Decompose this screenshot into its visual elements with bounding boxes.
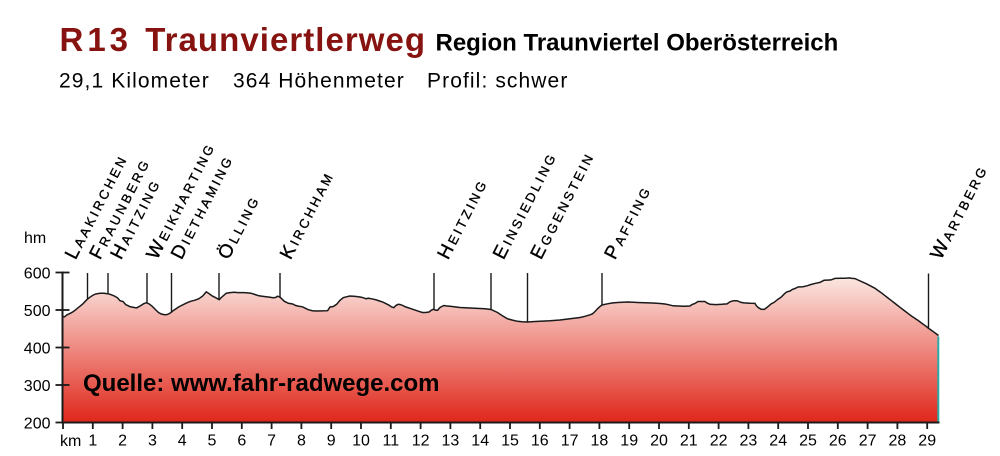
svg-text:9: 9 <box>327 433 336 450</box>
svg-text:14: 14 <box>471 433 489 450</box>
svg-text:19: 19 <box>620 433 638 450</box>
svg-text:Quelle: www.fahr-radwege.com: Quelle: www.fahr-radwege.com <box>83 370 440 397</box>
svg-text:4: 4 <box>178 433 187 450</box>
svg-text:400: 400 <box>24 340 51 357</box>
svg-text:Profil: schwer: Profil: schwer <box>427 69 568 92</box>
svg-text:29: 29 <box>918 433 936 450</box>
svg-text:5: 5 <box>208 433 217 450</box>
svg-text:500: 500 <box>24 303 51 320</box>
svg-text:16: 16 <box>531 433 549 450</box>
svg-text:29,1 Kilometer: 29,1 Kilometer <box>59 69 210 92</box>
svg-text:28: 28 <box>889 433 907 450</box>
svg-text:15: 15 <box>501 433 519 450</box>
svg-text:6: 6 <box>237 433 246 450</box>
svg-text:11: 11 <box>382 433 399 450</box>
svg-text:22: 22 <box>710 433 728 450</box>
svg-text:10: 10 <box>352 433 370 450</box>
svg-text:364 Höhenmeter: 364 Höhenmeter <box>233 69 405 92</box>
svg-text:8: 8 <box>297 433 306 450</box>
svg-text:Paffing: Paffing <box>601 181 656 262</box>
svg-text:300: 300 <box>24 378 51 395</box>
svg-text:7: 7 <box>267 433 276 450</box>
svg-text:Ölling: Ölling <box>214 191 264 263</box>
svg-text:3: 3 <box>148 433 157 450</box>
svg-text:18: 18 <box>591 433 609 450</box>
svg-text:23: 23 <box>740 433 758 450</box>
svg-text:Wartberg: Wartberg <box>927 161 993 263</box>
svg-text:24: 24 <box>769 433 787 450</box>
svg-text:km: km <box>60 433 81 450</box>
svg-text:R13 Traunviertlerweg: R13 Traunviertlerweg <box>60 21 427 58</box>
svg-text:Kirchham: Kirchham <box>276 167 339 263</box>
svg-text:2: 2 <box>118 433 127 450</box>
svg-text:200: 200 <box>24 415 51 432</box>
svg-text:Region Traunviertel Oberösterr: Region Traunviertel Oberösterreich <box>436 30 839 57</box>
svg-text:12: 12 <box>412 433 430 450</box>
svg-text:Heitzing: Heitzing <box>434 175 493 263</box>
svg-text:21: 21 <box>680 433 698 450</box>
svg-text:hm: hm <box>24 230 46 247</box>
svg-text:600: 600 <box>24 265 51 282</box>
svg-text:20: 20 <box>650 433 668 450</box>
svg-text:13: 13 <box>442 433 460 450</box>
svg-text:26: 26 <box>829 433 847 450</box>
svg-text:17: 17 <box>561 433 579 450</box>
svg-text:25: 25 <box>799 433 817 450</box>
svg-text:27: 27 <box>859 433 877 450</box>
svg-text:1: 1 <box>88 433 97 450</box>
